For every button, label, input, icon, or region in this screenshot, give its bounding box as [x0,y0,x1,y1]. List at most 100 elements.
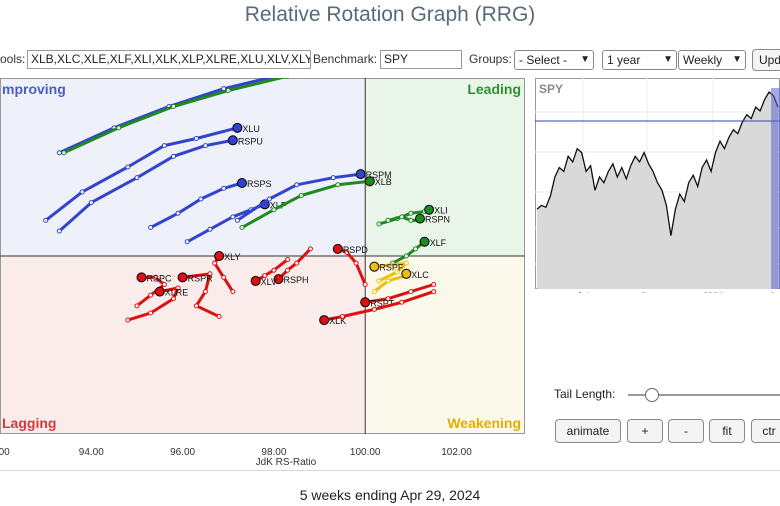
series-label: XLY [224,252,240,262]
head-marker [364,176,375,187]
tail-point [335,182,341,188]
series-label: XLF [430,238,447,248]
series-rspt: RSPT [360,281,437,308]
tail-point [221,274,227,280]
series-label: XLP [270,200,287,210]
series-xlc: XLC [371,268,429,295]
series-label: XLK [329,316,346,326]
tail-point [403,253,409,259]
tail-point [266,196,272,202]
tail-point [134,303,140,309]
highlight-period [771,88,780,289]
tail-point [170,103,176,109]
tail-point [202,143,208,149]
tail-point [294,260,300,266]
series-label: XLC [411,270,429,280]
frequency-selected: Weekly [683,53,723,67]
tail-point [221,185,227,191]
series-rsps: RSPS [148,178,271,231]
tail-point [298,192,304,198]
x-tick-label: 102.00 [441,447,472,458]
head-marker [319,315,330,326]
center-button[interactable]: ctr [751,419,780,443]
spy-x-tick-label: 2024 [703,291,723,293]
series-rspm: RSPM [234,169,392,223]
head-marker [355,169,366,180]
period-select[interactable]: 1 year ▼ [602,50,677,70]
series-rspr: RSPR [177,271,222,320]
tail-length-slider-handle[interactable] [645,388,659,402]
tail-point [56,150,62,156]
head-marker [401,268,412,279]
series-rspu: RSPU [56,135,263,234]
tail-point [394,269,400,275]
tail-point [43,217,49,223]
series-xlk: XLK [319,289,437,326]
series-rspg: RSPG [61,78,290,156]
tail-point [385,217,391,223]
tail-point [307,246,313,252]
series-xly: XLY [212,251,240,295]
weakening-quadrant [365,256,525,434]
tail-length-slider[interactable] [628,394,780,396]
tail-point [230,214,236,220]
period-caption: 5 weeks ending Apr 29, 2024 [299,487,481,503]
tail-length-label: Tail Length: [554,387,616,401]
tail-point [431,289,437,295]
tail-point [376,221,382,227]
series-label: XLRE [165,288,189,298]
frequency-select[interactable]: Weekly ▼ [678,50,746,70]
benchmark-label: Benchmark: [313,52,378,66]
tail-line [277,247,312,281]
groups-select[interactable]: - Select - ▼ [514,50,594,70]
period-selected: 1 year [607,53,641,67]
series-label: RSPF [379,263,404,273]
tail-point [193,136,199,142]
tail-point [230,289,236,295]
tail-point [216,314,222,320]
tail-point [170,153,176,159]
chevron-down-icon: ▼ [663,54,673,65]
spy-x-tick-label: Oct [640,291,655,293]
series-rspn: RSPN [385,213,450,225]
tail-line [44,126,239,222]
head-marker [227,135,238,146]
series-label: RSPH [283,275,308,285]
tail-point [161,281,167,287]
head-marker [369,261,380,272]
tail-point [61,150,67,156]
update-button[interactable]: Upd [752,49,780,71]
tail-point [207,271,213,277]
x-tick-label: 96.00 [170,447,195,458]
chevron-down-icon: ▼ [580,54,590,65]
tail-point [79,189,85,195]
head-marker [232,122,243,133]
tail-point [116,125,122,131]
head-marker [360,297,371,308]
series-rspf: RSPF [369,260,409,284]
tail-point [403,260,409,266]
series-label: RSPR [188,273,214,283]
x-tick-label: 94.00 [79,447,104,458]
rrg-chart[interactable]: mproving Leading Lagging Weakening 2.00 94.00… [0,78,526,470]
tail-point [371,306,377,312]
symbols-input[interactable]: XLB,XLC,XLE,XLF,XLI,XLK,XLP,XLRE,XLU,XLV… [27,50,311,69]
fit-button[interactable]: fit [709,419,745,443]
tail-point [212,260,218,266]
tail-point [202,289,208,295]
tail-point [399,299,405,305]
benchmark-input[interactable]: SPY [380,50,462,69]
zoom-in-button[interactable]: + [627,419,663,443]
tail-point [271,267,277,273]
head-marker [250,275,261,286]
head-marker [273,274,284,285]
groups-selected: - Select - [519,53,568,67]
x-axis-label: JdK RS-Ratio [256,457,317,468]
tail-point [285,267,291,273]
zoom-out-button[interactable]: - [668,419,704,443]
series-label: XLB [375,177,392,187]
tail-point [412,246,418,252]
animate-button[interactable]: animate [555,419,621,443]
divider [0,470,780,471]
tail-point [148,310,154,316]
